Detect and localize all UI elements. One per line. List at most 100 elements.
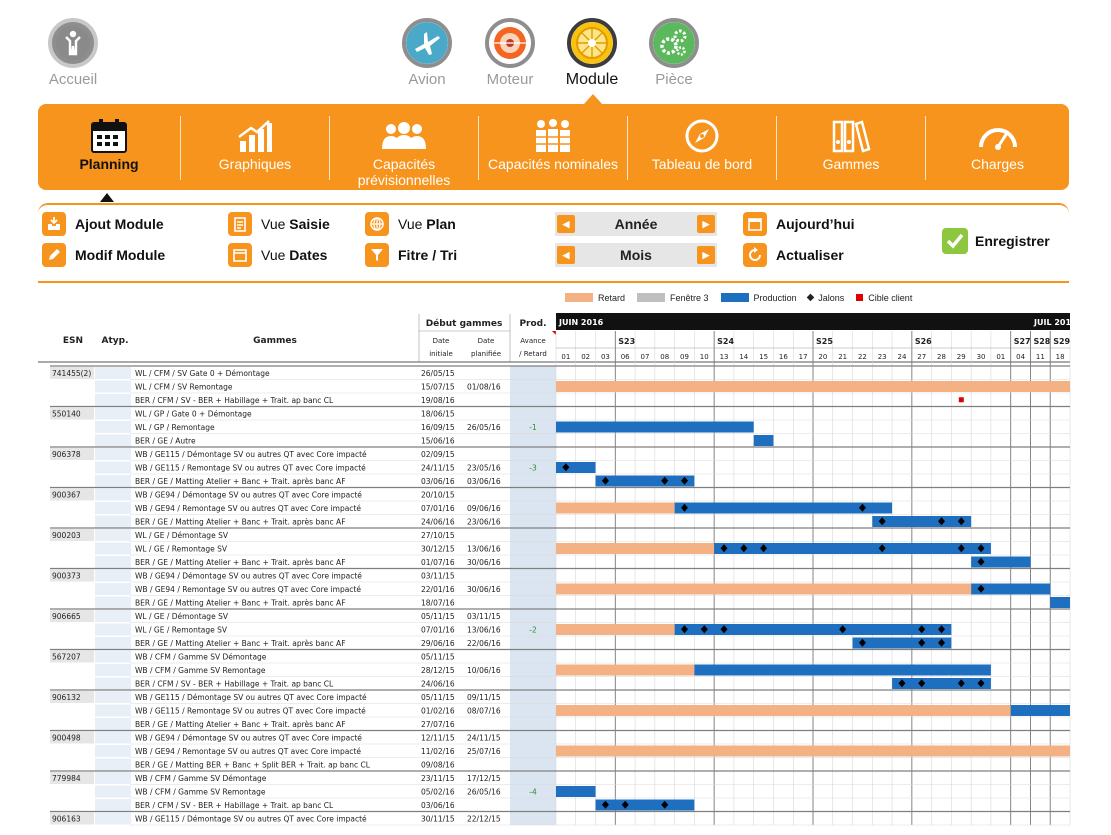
annee-next-arrow-icon[interactable]: ▶: [696, 215, 715, 233]
jalon-diamond-icon[interactable]: [601, 800, 609, 809]
production-bar[interactable]: [892, 678, 991, 689]
retard-bar[interactable]: [556, 543, 715, 554]
jalon-diamond-icon[interactable]: [977, 557, 985, 566]
jalon-diamond-icon[interactable]: [661, 476, 669, 485]
retard-bar[interactable]: [556, 502, 675, 514]
modif-module-button[interactable]: Modif Module: [42, 243, 165, 267]
nav-module[interactable]: Module: [557, 18, 627, 89]
atyp-cell[interactable]: [95, 664, 131, 676]
atyp-cell[interactable]: [95, 745, 131, 757]
atyp-cell[interactable]: [95, 407, 131, 420]
atyp-cell[interactable]: [95, 583, 131, 595]
tab-capacites-nominales[interactable]: Capacités nominales: [479, 104, 627, 190]
atyp-cell[interactable]: [95, 461, 131, 474]
mois-next-arrow-icon[interactable]: ▶: [696, 246, 715, 264]
production-bar[interactable]: [1010, 705, 1070, 716]
tab-graphiques[interactable]: Graphiques: [181, 104, 329, 190]
tab-gammes[interactable]: Gammes: [777, 104, 925, 190]
atyp-cell[interactable]: [95, 731, 131, 744]
vue-plan-button[interactable]: Vue Plan: [365, 212, 456, 236]
tab-tableau-de-bord[interactable]: Tableau de bord: [628, 104, 776, 190]
jalon-diamond-icon[interactable]: [681, 503, 688, 512]
production-bar[interactable]: [694, 664, 991, 676]
atyp-cell[interactable]: [95, 380, 131, 393]
jalon-diamond-icon[interactable]: [562, 463, 570, 472]
enregistrer-button[interactable]: Enregistrer: [942, 228, 1050, 254]
jalon-diamond-icon[interactable]: [957, 679, 965, 688]
atyp-cell[interactable]: [95, 434, 131, 447]
tab-capacites-previsionnelles[interactable]: Capacités prévisionnelles: [330, 104, 478, 190]
production-bar[interactable]: [556, 462, 596, 473]
retard-bar[interactable]: [556, 624, 675, 635]
atyp-cell[interactable]: [95, 542, 131, 555]
filtre-tri-button[interactable]: Fitre / Tri: [365, 243, 457, 267]
jalon-diamond-icon[interactable]: [938, 638, 945, 647]
jalon-diamond-icon[interactable]: [839, 625, 847, 634]
vue-saisie-button[interactable]: Vue Saisie: [228, 212, 330, 236]
jalon-diamond-icon[interactable]: [681, 625, 688, 634]
jalon-diamond-icon[interactable]: [957, 544, 965, 553]
jalon-diamond-icon[interactable]: [858, 503, 866, 512]
production-bar[interactable]: [674, 624, 952, 635]
nav-avion[interactable]: Avion: [392, 18, 462, 88]
jalon-diamond-icon[interactable]: [898, 679, 906, 688]
jalon-diamond-icon[interactable]: [938, 517, 945, 526]
annee-prev-arrow-icon[interactable]: ◀: [557, 215, 575, 233]
nav-piece[interactable]: Pièce: [639, 18, 709, 88]
production-bar[interactable]: [674, 502, 893, 514]
atyp-cell[interactable]: [95, 677, 131, 690]
production-bar[interactable]: [556, 786, 596, 797]
jalon-diamond-icon[interactable]: [977, 544, 985, 553]
production-bar[interactable]: [595, 475, 695, 487]
ajout-module-button[interactable]: Ajout Module: [42, 212, 164, 236]
atyp-cell[interactable]: [95, 704, 131, 717]
atyp-cell[interactable]: [95, 448, 131, 460]
jalon-diamond-icon[interactable]: [957, 517, 965, 526]
jalon-diamond-icon[interactable]: [918, 638, 926, 647]
atyp-cell[interactable]: [95, 421, 131, 433]
jalon-diamond-icon[interactable]: [720, 544, 728, 553]
production-bar[interactable]: [971, 583, 1051, 595]
atyp-cell[interactable]: [95, 637, 131, 649]
tab-planning[interactable]: Planning: [38, 104, 180, 190]
mois-prev-arrow-icon[interactable]: ◀: [557, 246, 575, 264]
nav-accueil[interactable]: Accueil: [38, 18, 108, 88]
jalon-diamond-icon[interactable]: [878, 517, 886, 526]
jalon-diamond-icon[interactable]: [601, 476, 609, 485]
atyp-cell[interactable]: [95, 718, 131, 730]
production-bar[interactable]: [556, 421, 754, 433]
retard-bar[interactable]: [556, 745, 1070, 757]
atyp-cell[interactable]: [95, 556, 131, 568]
aujourdhui-button[interactable]: Aujourd’hui: [743, 212, 855, 236]
atyp-cell[interactable]: [95, 515, 131, 528]
actualiser-button[interactable]: Actualiser: [743, 243, 844, 267]
atyp-cell[interactable]: [95, 691, 131, 703]
atyp-cell[interactable]: [95, 569, 131, 582]
atyp-cell[interactable]: [95, 758, 131, 771]
tab-charges[interactable]: Charges: [926, 104, 1069, 190]
jalon-diamond-icon[interactable]: [720, 625, 728, 634]
atyp-cell[interactable]: [95, 785, 131, 798]
vue-dates-button[interactable]: Vue Dates: [228, 243, 327, 267]
atyp-cell[interactable]: [95, 799, 131, 811]
atyp-cell[interactable]: [95, 650, 131, 663]
production-bar[interactable]: [595, 799, 695, 811]
atyp-cell[interactable]: [95, 596, 131, 609]
jalon-diamond-icon[interactable]: [661, 800, 669, 809]
atyp-cell[interactable]: [95, 475, 131, 487]
jalon-diamond-icon[interactable]: [977, 584, 985, 593]
atyp-cell[interactable]: [95, 394, 131, 406]
production-bar[interactable]: [1050, 597, 1070, 608]
atyp-cell[interactable]: [95, 367, 131, 379]
cible-client-marker-icon[interactable]: [958, 397, 964, 403]
atyp-cell[interactable]: [95, 623, 131, 636]
jalon-diamond-icon[interactable]: [878, 544, 886, 553]
atyp-cell[interactable]: [95, 772, 131, 784]
jalon-diamond-icon[interactable]: [621, 800, 629, 809]
retard-bar[interactable]: [556, 664, 695, 676]
atyp-cell[interactable]: [95, 812, 131, 825]
production-bar[interactable]: [753, 435, 774, 446]
atyp-cell[interactable]: [95, 610, 131, 622]
retard-bar[interactable]: [556, 381, 1070, 392]
production-bar[interactable]: [852, 637, 952, 649]
